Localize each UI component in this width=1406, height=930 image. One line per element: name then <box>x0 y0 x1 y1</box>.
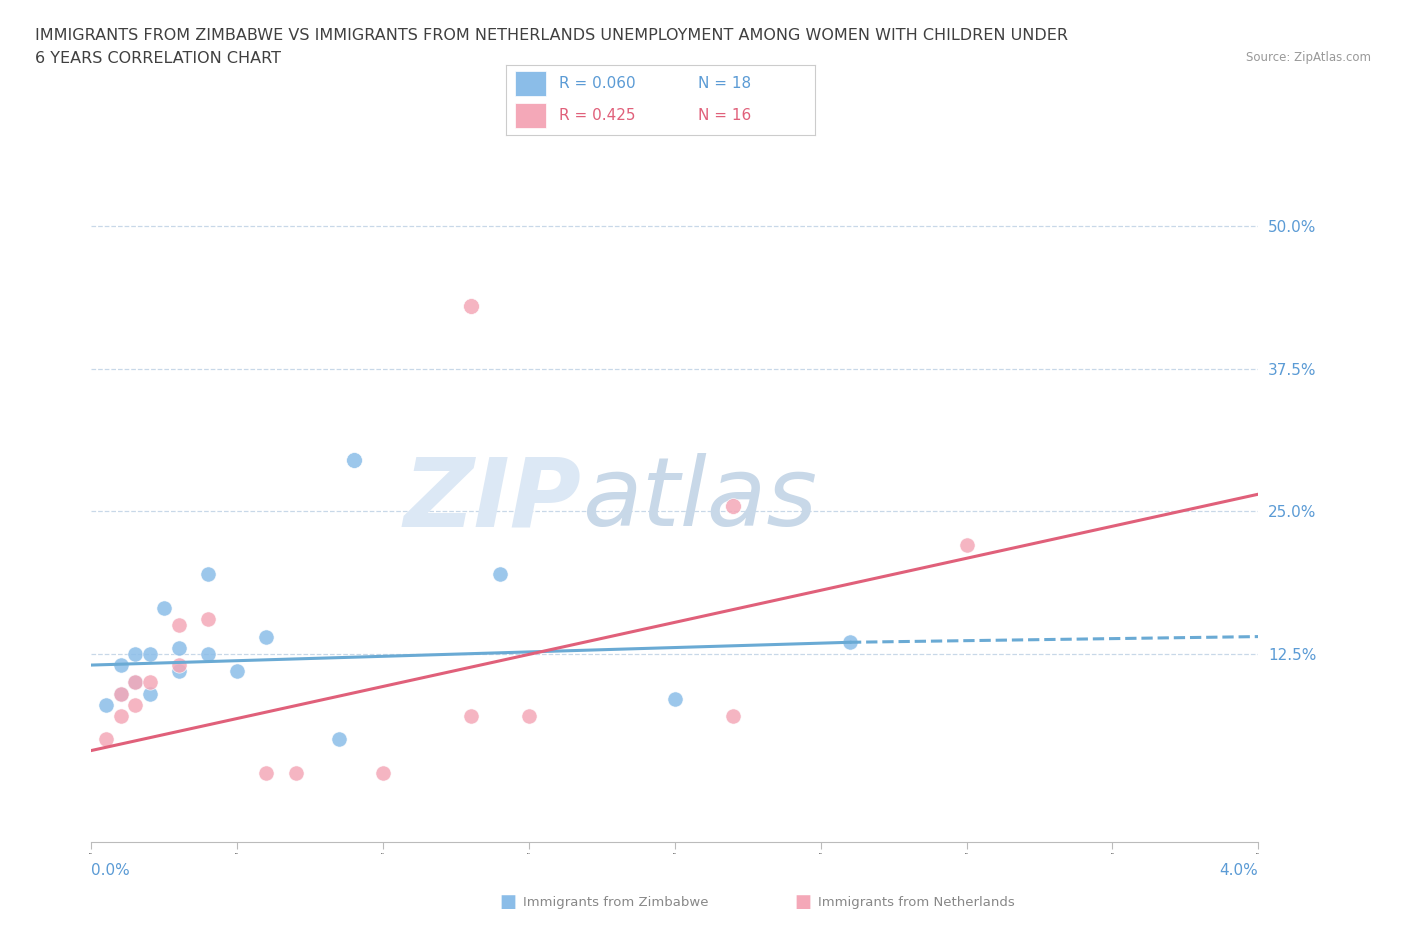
Bar <box>516 71 547 96</box>
Point <box>197 612 219 627</box>
Text: Source: ZipAtlas.com: Source: ZipAtlas.com <box>1246 51 1371 64</box>
Point <box>110 709 132 724</box>
Point <box>284 766 307 781</box>
Point <box>153 601 176 616</box>
Text: ■: ■ <box>499 893 516 911</box>
Point <box>124 646 146 661</box>
Text: ■: ■ <box>794 893 811 911</box>
Text: Immigrants from Zimbabwe: Immigrants from Zimbabwe <box>523 896 709 909</box>
Bar <box>516 103 547 128</box>
Point <box>167 641 190 656</box>
Point <box>460 709 482 724</box>
Text: ZIP: ZIP <box>404 454 582 547</box>
Point <box>517 709 540 724</box>
Point <box>167 663 190 678</box>
Text: IMMIGRANTS FROM ZIMBABWE VS IMMIGRANTS FROM NETHERLANDS UNEMPLOYMENT AMONG WOMEN: IMMIGRANTS FROM ZIMBABWE VS IMMIGRANTS F… <box>35 28 1069 43</box>
Point <box>838 635 860 650</box>
Point <box>256 766 278 781</box>
Text: N = 16: N = 16 <box>697 108 751 123</box>
Point <box>110 686 132 701</box>
Point <box>343 453 366 468</box>
Point <box>489 566 512 581</box>
Text: atlas: atlas <box>582 454 817 547</box>
Point <box>956 538 979 553</box>
Text: Immigrants from Netherlands: Immigrants from Netherlands <box>818 896 1015 909</box>
Point <box>371 766 394 781</box>
Point <box>124 698 146 712</box>
Point <box>124 675 146 690</box>
Point <box>110 658 132 672</box>
Point <box>138 646 162 661</box>
Text: 0.0%: 0.0% <box>91 863 131 878</box>
Point <box>110 686 132 701</box>
Text: N = 18: N = 18 <box>697 75 751 91</box>
Text: R = 0.425: R = 0.425 <box>558 108 636 123</box>
Point <box>197 646 219 661</box>
Point <box>94 732 117 747</box>
Point <box>138 686 162 701</box>
Text: 6 YEARS CORRELATION CHART: 6 YEARS CORRELATION CHART <box>35 51 281 66</box>
Point <box>460 299 482 313</box>
Point <box>197 566 219 581</box>
Point <box>664 692 686 707</box>
Point <box>124 675 146 690</box>
Point <box>256 630 278 644</box>
Point <box>723 709 745 724</box>
Point <box>138 675 162 690</box>
Point <box>328 732 350 747</box>
Point <box>167 618 190 632</box>
Text: 4.0%: 4.0% <box>1219 863 1258 878</box>
Point <box>226 663 249 678</box>
Point <box>723 498 745 513</box>
Text: R = 0.060: R = 0.060 <box>558 75 636 91</box>
Point <box>94 698 117 712</box>
Point <box>167 658 190 672</box>
